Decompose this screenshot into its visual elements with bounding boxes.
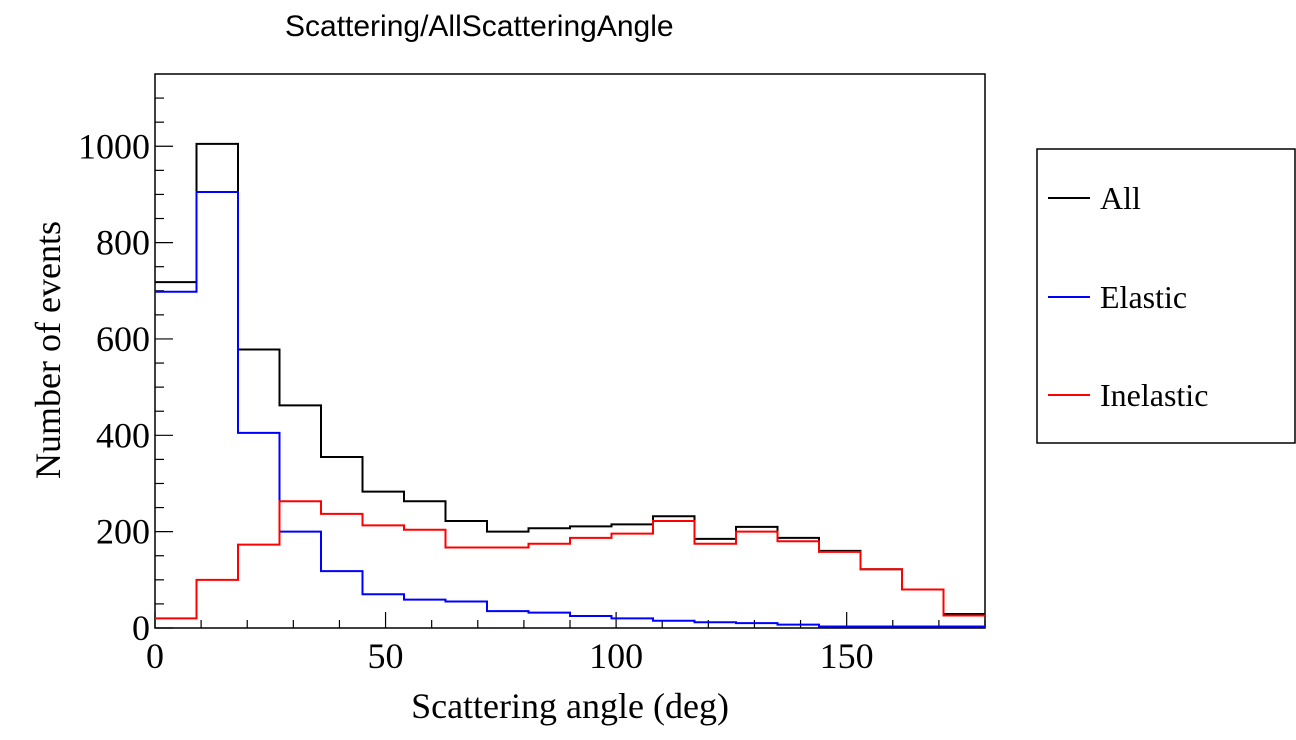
series-line — [155, 500, 985, 620]
x-axis: 0 50 100 150 — [146, 612, 986, 676]
y-tick-label: 800 — [96, 223, 150, 263]
x-axis-label: Scattering angle (deg) — [411, 686, 729, 726]
series-layer — [155, 142, 985, 628]
chart-title: Scattering/AllScatteringAngle — [285, 10, 674, 43]
y-tick-label: 1000 — [78, 126, 150, 166]
legend-label: Elastic — [1100, 279, 1187, 315]
y-tick-label: 0 — [132, 608, 150, 648]
legend-label: Inelastic — [1100, 377, 1208, 413]
x-tick-label: 50 — [368, 636, 404, 676]
y-tick-label: 200 — [96, 512, 150, 552]
y-tick-label: 600 — [96, 319, 150, 359]
x-tick-label: 100 — [589, 636, 643, 676]
y-axis: 0 200 400 600 800 1000 — [78, 97, 173, 648]
x-tick-label: 0 — [146, 636, 164, 676]
x-tick-label: 150 — [820, 636, 874, 676]
series-inelastic — [155, 500, 985, 620]
legend: All Elastic Inelastic — [1036, 148, 1296, 444]
legend-label: All — [1100, 180, 1141, 216]
y-axis-label: Number of events — [28, 221, 68, 479]
y-tick-label: 400 — [96, 415, 150, 455]
